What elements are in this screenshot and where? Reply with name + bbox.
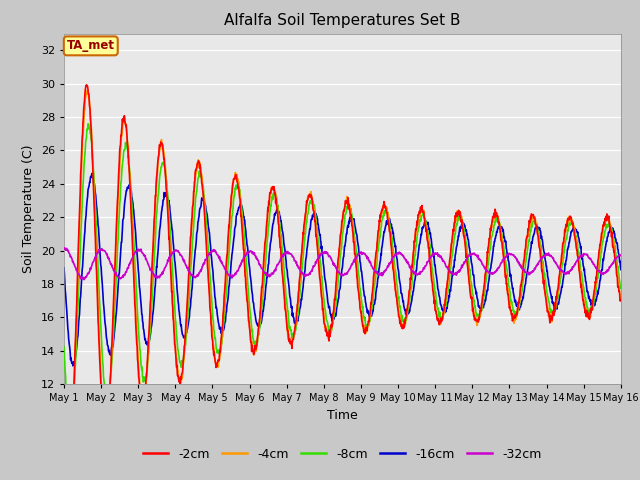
Legend: -2cm, -4cm, -8cm, -16cm, -32cm: -2cm, -4cm, -8cm, -16cm, -32cm [138,443,547,466]
X-axis label: Time: Time [327,408,358,421]
Title: Alfalfa Soil Temperatures Set B: Alfalfa Soil Temperatures Set B [224,13,461,28]
Text: TA_met: TA_met [67,39,115,52]
Y-axis label: Soil Temperature (C): Soil Temperature (C) [22,144,35,273]
